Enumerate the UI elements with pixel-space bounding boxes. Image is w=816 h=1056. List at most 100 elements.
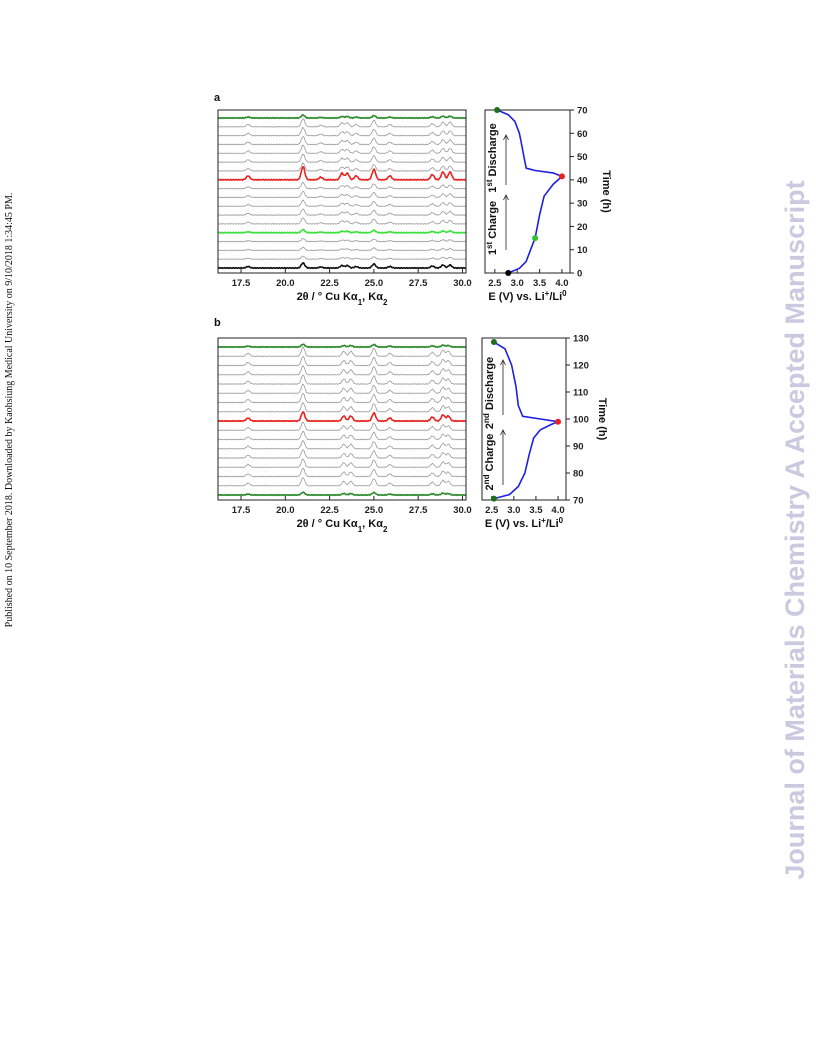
x-tick-label: 27.5 (409, 505, 428, 516)
marker-point (532, 235, 539, 242)
y-tick-label: 0 (577, 269, 582, 280)
text-part: nd (482, 474, 491, 484)
xrd-trace (217, 190, 467, 199)
xrd-trace (217, 113, 467, 120)
text-part: Charge (487, 201, 499, 242)
annotation: 1st Charge (485, 201, 500, 255)
xrd-trace (217, 228, 467, 235)
text-part: , Kα (362, 291, 383, 303)
e-time-curve (493, 341, 559, 500)
x-tick-label: 3.5 (533, 278, 547, 289)
annotation: 2nd Charge (482, 434, 497, 491)
text-part: + (545, 289, 550, 298)
x-tick-label: 30.0 (453, 505, 472, 516)
text-part: 1 (487, 249, 499, 255)
x-tick-label: 25.0 (365, 278, 384, 289)
x-tick-label: 2.5 (485, 505, 499, 516)
x-tick-label: 17.5 (232, 505, 251, 516)
xrd-trace (217, 421, 467, 432)
y-tick-label: 20 (577, 222, 588, 233)
y-tick-label: 70 (577, 106, 588, 117)
xrd-trace (217, 449, 467, 459)
panel-label: a (214, 92, 221, 104)
y-tick-label: 40 (577, 175, 588, 186)
x-tick-label: 2.5 (488, 278, 502, 289)
x-tick-label: 25.0 (365, 505, 384, 516)
annotation: 1st Discharge (485, 123, 500, 193)
xrd-trace (217, 458, 467, 469)
y-tick-label: 30 (577, 199, 588, 210)
watermark: Journal of Materials Chemistry A Accepte… (780, 180, 810, 879)
plot-frame (217, 109, 467, 274)
text-part: Discharge (484, 357, 496, 413)
y-tick-label: 100 (573, 415, 589, 426)
text-part: st (485, 179, 494, 186)
x-axis-label: 2θ / ° Cu Kα1, Kα2 (297, 291, 388, 307)
text-part: + (541, 516, 546, 525)
xrd-trace (217, 208, 467, 216)
text-part: E (V) vs. Li (488, 291, 544, 303)
x-tick-label: 20.0 (276, 505, 295, 516)
panel-label: b (214, 317, 221, 329)
text-part: /Li (549, 291, 562, 303)
xrd-trace (218, 126, 467, 137)
marker-point (555, 418, 562, 425)
xrd-trace (217, 237, 467, 243)
e-time-curve (496, 109, 563, 274)
text-part: 1 (358, 298, 363, 307)
y-tick-label: 60 (577, 129, 588, 140)
y-tick-label: 80 (573, 469, 584, 480)
xrd-trace (217, 255, 467, 260)
text-part: 2 (383, 298, 388, 307)
x-axis-label: E (V) vs. Li+/Li0 (488, 289, 567, 304)
xrd-trace (218, 346, 467, 358)
xrd-trace (218, 374, 467, 385)
plot-frame (217, 337, 467, 501)
y-tick-label: 130 (573, 334, 589, 345)
y-tick-label: 70 (573, 496, 584, 507)
text-part: E (V) vs. Li (485, 518, 541, 530)
xrd-trace (217, 356, 467, 367)
xrd-trace (218, 393, 467, 404)
marker-point (505, 270, 512, 276)
xrd-trace (218, 166, 467, 181)
text-part: 2 (484, 484, 496, 490)
y-axis-label: Time (h) (600, 170, 612, 213)
xrd-trace (217, 468, 467, 478)
y-tick-label: 50 (577, 152, 588, 163)
xrd-trace (217, 477, 467, 487)
text-part: /Li (546, 518, 559, 530)
y-axis-label: Time (h) (596, 398, 608, 441)
xrd-trace (218, 153, 467, 163)
arrow-head (503, 134, 509, 141)
xrd-trace (217, 411, 467, 423)
xrd-trace (217, 217, 467, 225)
marker-point (490, 495, 497, 502)
xrd-trace (217, 430, 467, 441)
xrd-trace (217, 118, 467, 128)
y-tick-label: 120 (573, 361, 589, 372)
xrd-trace (217, 491, 467, 497)
xrd-trace (217, 136, 467, 146)
xrd-trace (218, 144, 467, 155)
marker-point (558, 173, 565, 180)
xrd-trace (218, 182, 467, 190)
x-tick-label: 4.0 (551, 505, 564, 516)
text-part: 2θ / ° Cu Kα (297, 291, 358, 303)
x-tick-label: 22.5 (320, 505, 339, 516)
text-part: nd (482, 413, 491, 423)
arrow-head (500, 359, 506, 366)
x-tick-label: 3.0 (507, 505, 520, 516)
text-part: 2 (383, 525, 388, 534)
xrd-trace (217, 440, 467, 450)
text-part: 0 (562, 289, 567, 298)
annotation: 2nd Discharge (482, 357, 497, 429)
x-tick-label: 17.5 (232, 278, 251, 289)
marker-point (490, 339, 497, 346)
xrd-trace (218, 383, 467, 395)
arrow-head (500, 429, 506, 436)
xrd-trace (217, 343, 467, 349)
text-part: Charge (484, 434, 496, 475)
arrow-head (503, 194, 509, 201)
